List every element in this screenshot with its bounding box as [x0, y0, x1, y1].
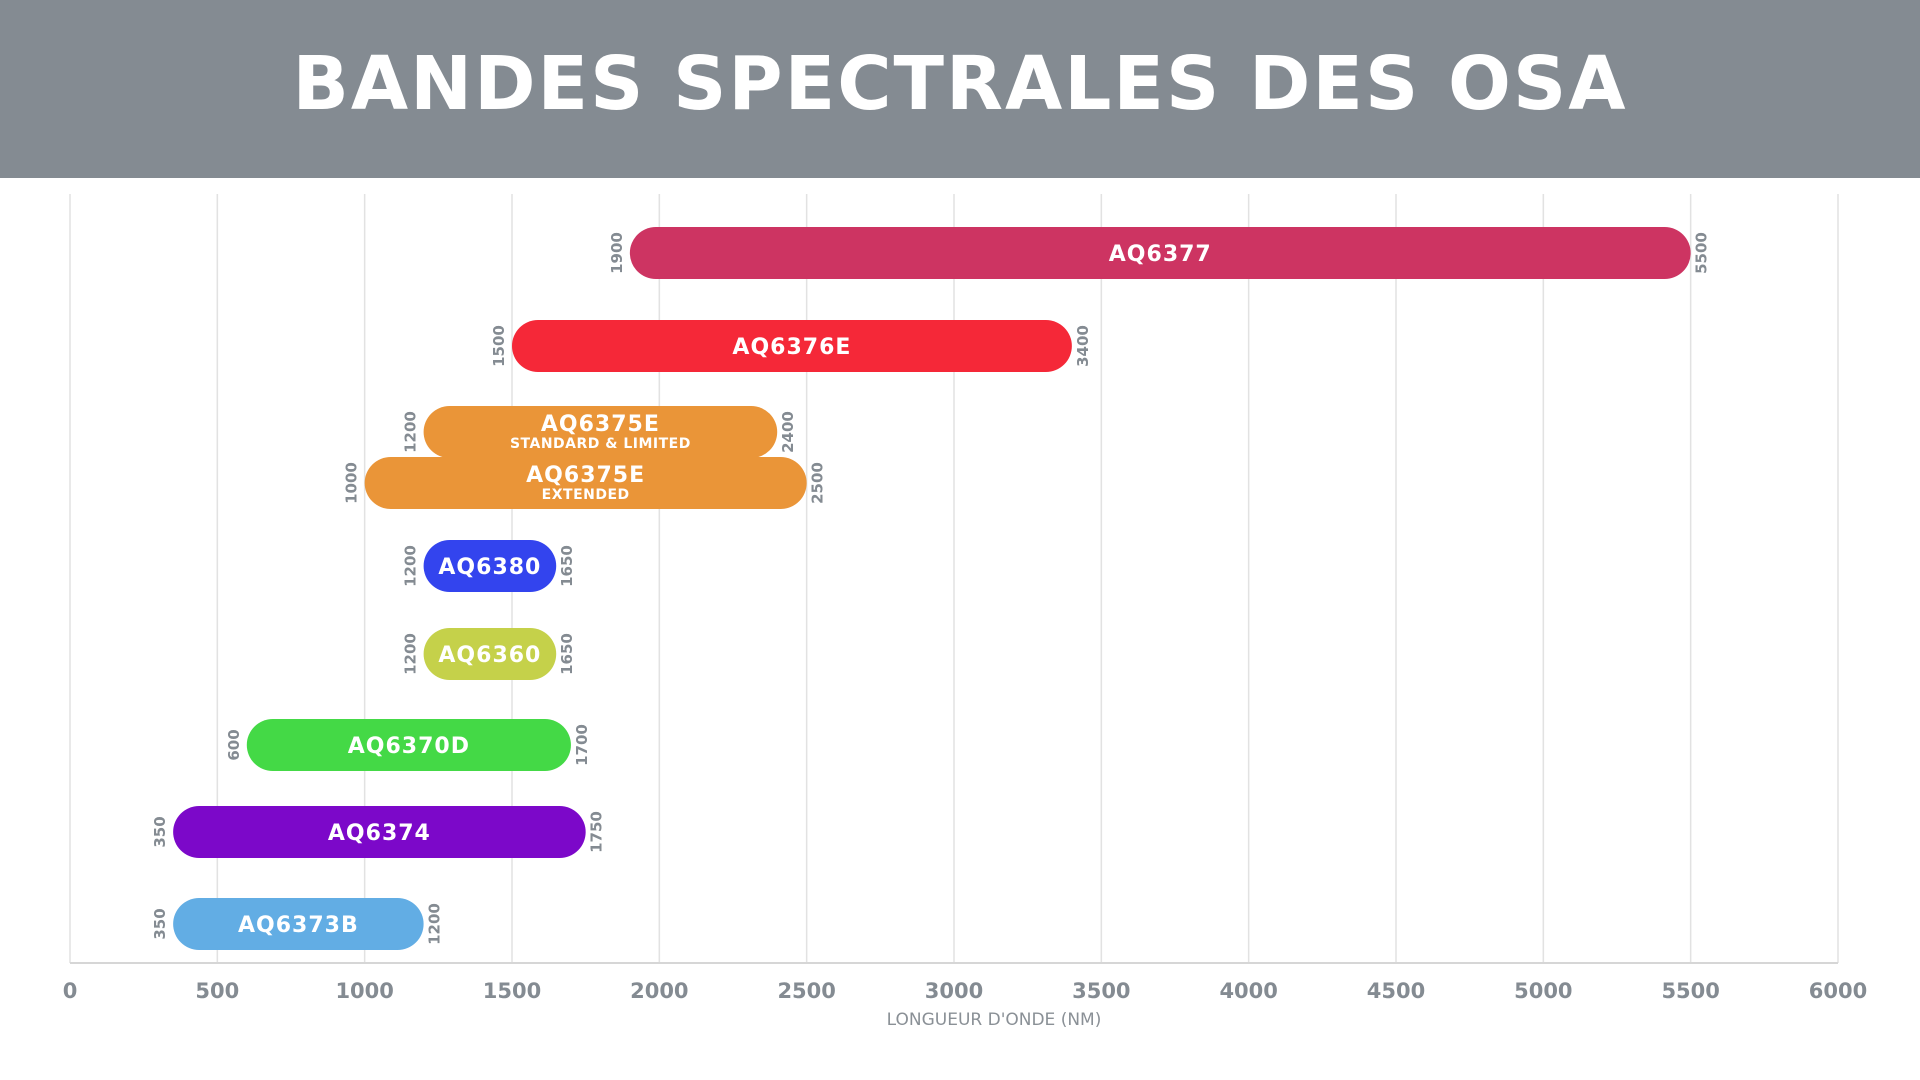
range-end-value: 1700 — [573, 724, 591, 766]
bar-label: AQ6375E — [526, 463, 645, 488]
range-bar — [423, 540, 557, 592]
range-start-value: 1200 — [402, 633, 420, 675]
range-end-value: 1200 — [426, 903, 444, 945]
range-bar — [173, 806, 586, 858]
x-tick-label: 1500 — [483, 979, 541, 1003]
range-end-value: 1750 — [588, 811, 606, 853]
x-tick-label: 2500 — [777, 979, 835, 1003]
range-bar — [629, 227, 1691, 279]
x-tick-label: 5000 — [1514, 979, 1572, 1003]
range-end-value: 2400 — [779, 411, 797, 453]
title-banner: BANDES SPECTRALES DES OSA — [0, 0, 1920, 178]
range-start-value: 1000 — [343, 462, 361, 504]
bar-sublabel: STANDARD & LIMITED — [510, 436, 691, 452]
x-tick-label: 3500 — [1072, 979, 1130, 1003]
x-tick-label: 5500 — [1661, 979, 1719, 1003]
range-start-value: 600 — [225, 729, 243, 760]
range-bar-group: AQ6360 1200 1650 — [402, 628, 576, 680]
range-end-value: 5500 — [1693, 232, 1711, 274]
range-bar-group: AQ6377 1900 5500 — [608, 227, 1711, 279]
range-start-value: 1900 — [608, 232, 626, 274]
range-bar-group: AQ6373B 350 1200 — [151, 898, 444, 950]
x-tick-label: 6000 — [1809, 979, 1867, 1003]
bar-sublabel: EXTENDED — [542, 487, 630, 503]
range-start-value: 1200 — [402, 411, 420, 453]
bar-label: AQ6374 — [328, 821, 431, 846]
range-start-value: 1500 — [490, 325, 508, 367]
x-tick-label: 500 — [195, 979, 239, 1003]
range-bar-group: AQ6376E 1500 3400 — [490, 320, 1092, 372]
x-tick-label: 4500 — [1367, 979, 1425, 1003]
range-bar-group: AQ6380 1200 1650 — [402, 540, 576, 592]
range-end-value: 3400 — [1074, 325, 1092, 367]
x-tick-label: 4000 — [1219, 979, 1277, 1003]
range-bar-group: AQ6370D 600 1700 — [225, 719, 591, 771]
range-bar — [423, 628, 557, 680]
range-bar — [512, 320, 1072, 372]
bar-label: AQ6380 — [438, 555, 541, 580]
chart-title: BANDES SPECTRALES DES OSA — [292, 41, 1628, 127]
x-axis-label: LONGUEUR D'ONDE (NM) — [887, 1010, 1102, 1030]
range-bar — [364, 457, 807, 509]
range-start-value: 350 — [151, 908, 169, 939]
x-axis-ticks: 0 500 1000 1500 2000 2500 3000 3500 4000 4500 5000… — [63, 979, 1868, 1003]
range-start-value: 1200 — [402, 545, 420, 587]
range-end-value: 1650 — [558, 633, 576, 675]
range-bar — [173, 898, 424, 950]
bar-label: AQ6377 — [1109, 242, 1212, 267]
x-tick-label: 1000 — [335, 979, 393, 1003]
range-bar-group: AQ6374 350 1750 — [151, 806, 606, 858]
range-start-value: 350 — [151, 816, 169, 847]
range-end-value: 2500 — [809, 462, 827, 504]
bar-label: AQ6360 — [438, 643, 541, 668]
bar-label: AQ6376E — [732, 335, 851, 360]
range-bar — [246, 719, 571, 771]
bar-label: AQ6375E — [541, 412, 660, 437]
x-tick-label: 2000 — [630, 979, 688, 1003]
range-end-value: 1650 — [558, 545, 576, 587]
range-bar — [423, 406, 778, 458]
bar-label: AQ6373B — [238, 913, 359, 938]
x-tick-label: 0 — [63, 979, 78, 1003]
bar-label: AQ6370D — [348, 734, 470, 759]
x-tick-label: 3000 — [925, 979, 983, 1003]
